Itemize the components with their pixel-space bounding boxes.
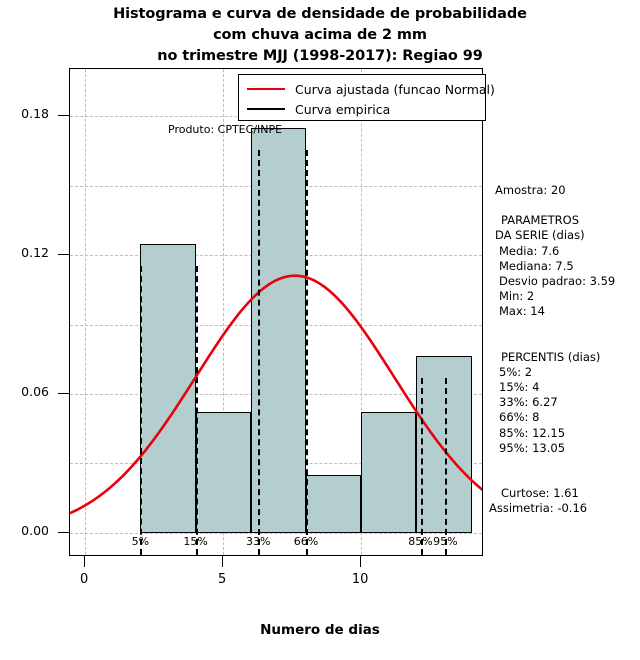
legend-item-empirical: Curva empirica [239, 99, 485, 119]
stat-percentis-header: PERCENTIS (dias) [501, 349, 601, 364]
histogram-bar [305, 474, 362, 533]
stat-parametros-header-2: DA SERIE (dias) [495, 228, 585, 243]
stat-media: Media: 7.6 [499, 243, 560, 258]
stats-spacer-2 [489, 320, 639, 335]
percentile-marker-label: 95% [433, 535, 458, 548]
title-line-2: com chuva acima de 2 mm [213, 27, 427, 43]
stat-p05: 5%: 2 [499, 364, 533, 379]
y-tick-mark [58, 392, 69, 394]
stats-spacer-3 [489, 335, 639, 350]
percentile-marker-label: 33% [245, 535, 271, 548]
gridline-horizontal [70, 532, 482, 534]
x-tick-label: 0 [80, 572, 89, 587]
percentile-marker-line [258, 150, 261, 555]
legend-item-fitted: Curva ajustada (funcao Normal) [239, 79, 495, 99]
y-tick-label: 0.06 [21, 383, 49, 399]
legend-label-empirical: Curva empirica [295, 101, 391, 117]
legend-line-red-icon [247, 88, 285, 90]
stat-p95: 95%: 13.05 [499, 440, 566, 455]
plot-area: 5% 15% 33% 66% 85% 95% [69, 68, 483, 556]
y-tick-mark [58, 531, 69, 533]
percentile-marker-label: 5% [131, 535, 150, 548]
histogram-bar [361, 412, 417, 533]
fitted-normal-curve [70, 274, 482, 515]
stat-curtose: Curtose: 1.61 [501, 486, 579, 501]
y-tick-mark [58, 254, 69, 256]
stat-parametros-header-1: PARAMETROS [501, 213, 580, 228]
stat-p33: 33%: 6.27 [499, 395, 558, 410]
percentile-marker-line [445, 378, 448, 555]
stats-spacer-4 [489, 456, 639, 471]
x-tick-label: 10 [351, 572, 369, 587]
title-line-3: no trimestre MJJ (1998-2017): Regiao 99 [157, 48, 483, 64]
y-tick-label: 0.12 [21, 245, 49, 261]
stat-amostra: Amostra: 20 [495, 183, 566, 197]
statistics-panel: Amostra: 20 PARAMETROS DA SERIE (dias) M… [489, 183, 639, 516]
gridline-vertical [361, 69, 363, 555]
percentile-marker-line [305, 150, 308, 555]
histogram-bar [140, 243, 196, 533]
stat-assimetria: Assimetria: -0.16 [489, 501, 588, 516]
x-tick-mark [360, 556, 362, 567]
legend-line-black-icon [247, 108, 285, 110]
x-tick-mark [222, 556, 224, 567]
stats-spacer-1 [489, 198, 639, 213]
x-tick-label: 5 [218, 572, 227, 587]
gridline-vertical [223, 69, 225, 555]
stat-p85: 85%: 12.15 [499, 425, 566, 440]
histogram-bar [416, 355, 472, 533]
chart-legend: Curva ajustada (funcao Normal) Curva emp… [238, 74, 495, 121]
percentile-marker-label: 85% [408, 535, 433, 548]
plot-inner: 5% 15% 33% 66% 85% 95% [70, 69, 482, 555]
percentile-marker-line [195, 265, 198, 555]
stat-desvio-padrao: Desvio padrao: 3.59 [499, 274, 616, 289]
gridline-vertical [85, 69, 87, 555]
y-tick-label: 0.00 [21, 522, 49, 538]
page-title: Histograma e curva de densidade de proba… [0, 4, 640, 67]
x-tick-mark [84, 556, 86, 567]
legend-label-fitted: Curva ajustada (funcao Normal) [295, 81, 495, 97]
stat-min: Min: 2 [499, 289, 535, 304]
percentile-marker-line [140, 265, 143, 555]
x-axis-label: Numero de dias [260, 622, 380, 638]
y-tick-mark [58, 115, 69, 117]
produto-annotation: Produto: CPTEC/INPE [168, 123, 283, 136]
percentile-marker-line [420, 378, 423, 555]
percentile-marker-label: 15% [183, 535, 208, 548]
stat-p15: 15%: 4 [499, 380, 540, 395]
y-tick-label: 0.18 [21, 106, 49, 122]
stats-spacer-5 [489, 471, 639, 486]
stat-p66: 66%: 8 [499, 410, 540, 425]
stat-max: Max: 14 [499, 304, 545, 319]
stat-mediana: Mediana: 7.5 [499, 258, 574, 273]
percentile-marker-label: 66% [293, 535, 319, 548]
title-line-1: Histograma e curva de densidade de proba… [113, 6, 527, 22]
density-curves [70, 274, 482, 515]
